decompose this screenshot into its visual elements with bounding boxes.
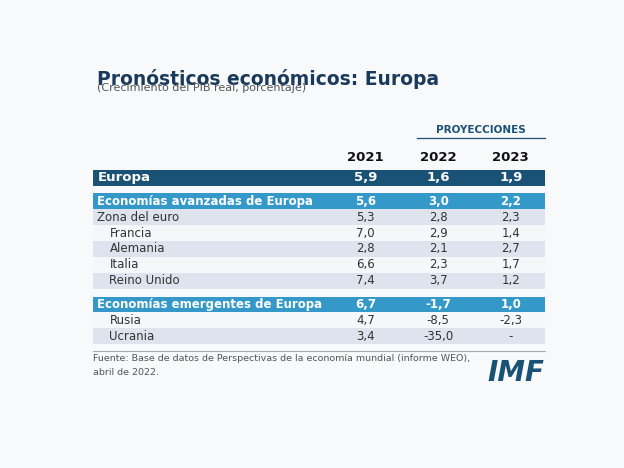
Text: 1,7: 1,7 xyxy=(502,258,520,271)
Text: Pronósticos económicos: Europa: Pronósticos económicos: Europa xyxy=(97,69,439,89)
Text: 3,7: 3,7 xyxy=(429,274,447,287)
Text: 6,7: 6,7 xyxy=(355,298,376,311)
Text: Italia: Italia xyxy=(109,258,139,271)
Text: 2,2: 2,2 xyxy=(500,195,521,208)
Text: 2023: 2023 xyxy=(492,151,529,163)
Text: (Crecimiento del PIB real, porcentaje): (Crecimiento del PIB real, porcentaje) xyxy=(97,83,306,93)
Bar xyxy=(92,289,545,297)
Text: 6,6: 6,6 xyxy=(356,258,375,271)
Text: 2,3: 2,3 xyxy=(502,211,520,224)
Bar xyxy=(92,193,545,209)
Text: 2,7: 2,7 xyxy=(502,242,520,256)
Text: 7,4: 7,4 xyxy=(356,274,375,287)
Text: 2,3: 2,3 xyxy=(429,258,447,271)
Bar xyxy=(92,312,545,328)
Text: 5,9: 5,9 xyxy=(354,171,378,184)
Text: Rusia: Rusia xyxy=(109,314,141,327)
Text: 2,8: 2,8 xyxy=(429,211,447,224)
Text: Economías avanzadas de Europa: Economías avanzadas de Europa xyxy=(97,195,313,208)
Text: Alemania: Alemania xyxy=(109,242,165,256)
Text: Economías emergentes de Europa: Economías emergentes de Europa xyxy=(97,298,323,311)
Text: Fuente: Base de datos de Perspectivas de la economía mundial (informe WEO),: Fuente: Base de datos de Perspectivas de… xyxy=(92,354,470,363)
Text: Francia: Francia xyxy=(109,227,152,240)
Text: Zona del euro: Zona del euro xyxy=(97,211,180,224)
Text: 1,9: 1,9 xyxy=(499,171,522,184)
Text: 5,3: 5,3 xyxy=(356,211,375,224)
Text: 7,0: 7,0 xyxy=(356,227,375,240)
Bar xyxy=(92,297,545,312)
Text: 2,8: 2,8 xyxy=(356,242,375,256)
Text: 1,6: 1,6 xyxy=(427,171,450,184)
Text: 1,2: 1,2 xyxy=(502,274,520,287)
Text: Europa: Europa xyxy=(97,171,150,184)
Text: IMF: IMF xyxy=(488,358,545,387)
Text: 1,0: 1,0 xyxy=(500,298,521,311)
Text: -35,0: -35,0 xyxy=(423,329,454,343)
Text: 2022: 2022 xyxy=(420,151,457,163)
Bar xyxy=(92,241,545,257)
Text: 2021: 2021 xyxy=(348,151,384,163)
Text: PROYECCIONES: PROYECCIONES xyxy=(436,125,525,135)
Bar xyxy=(92,185,545,193)
Bar xyxy=(92,328,545,344)
Text: 2,9: 2,9 xyxy=(429,227,447,240)
Text: -: - xyxy=(509,329,513,343)
Text: 5,6: 5,6 xyxy=(355,195,376,208)
Text: Ucrania: Ucrania xyxy=(109,329,155,343)
Text: 3,0: 3,0 xyxy=(428,195,449,208)
Bar xyxy=(92,170,545,185)
Text: 1,4: 1,4 xyxy=(502,227,520,240)
Bar xyxy=(92,273,545,289)
Text: 4,7: 4,7 xyxy=(356,314,375,327)
Bar xyxy=(92,257,545,273)
Bar xyxy=(92,209,545,225)
Text: 2,1: 2,1 xyxy=(429,242,447,256)
Text: 3,4: 3,4 xyxy=(356,329,375,343)
Text: Reino Unido: Reino Unido xyxy=(109,274,180,287)
Text: abril de 2022.: abril de 2022. xyxy=(92,368,158,377)
Text: -8,5: -8,5 xyxy=(427,314,450,327)
Text: -2,3: -2,3 xyxy=(499,314,522,327)
Bar xyxy=(92,225,545,241)
Text: -1,7: -1,7 xyxy=(426,298,451,311)
